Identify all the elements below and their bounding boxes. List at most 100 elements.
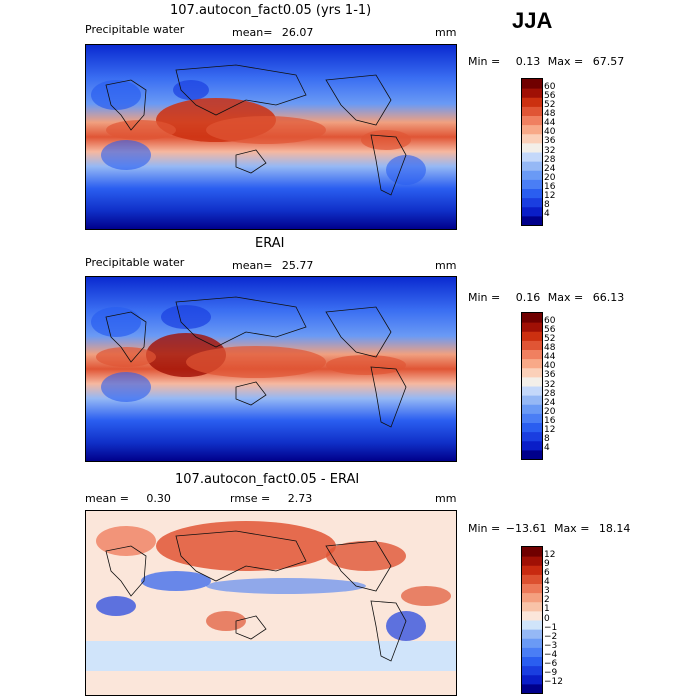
panel-3-rmse-label: rmse = xyxy=(230,492,271,505)
colorbar-tick-label: 28 xyxy=(544,154,556,165)
colorbar-tick-label: 32 xyxy=(544,145,556,156)
panel-2-max-value: 66.13 xyxy=(592,291,625,304)
colorbar-tick-label: 24 xyxy=(544,397,556,408)
colorbar-tick-label: −1 xyxy=(544,622,558,633)
panel-3-map xyxy=(85,510,457,696)
colorbar-swatch xyxy=(522,395,542,405)
colorbar-swatch xyxy=(522,620,542,630)
panel-2-colorbar xyxy=(521,312,543,460)
panel-2-map xyxy=(85,276,457,462)
colorbar-tick-label: 48 xyxy=(544,109,556,119)
panel-3-title: 107.autocon_fact0.05 - ERAI xyxy=(175,472,360,487)
colorbar-tick-label: 44 xyxy=(544,118,556,129)
colorbar-tick-label: 24 xyxy=(544,163,556,174)
colorbar-tick-label: 48 xyxy=(544,343,556,353)
panel-2-mean-label: mean= xyxy=(232,259,273,272)
colorbar-tick-label: 8 xyxy=(544,200,550,211)
colorbar-swatch xyxy=(522,601,542,612)
colorbar-swatch xyxy=(522,349,542,360)
panel-3-mean: mean = 0.30 xyxy=(85,492,171,505)
colorbar-swatch xyxy=(522,449,542,459)
panel-2-field-label: Precipitable water xyxy=(85,256,185,269)
panel-3-rmse-value: 2.73 xyxy=(287,492,313,505)
colorbar-tick-label: 36 xyxy=(544,370,556,381)
panel-1-mean-label: mean= xyxy=(232,26,273,39)
colorbar-swatch xyxy=(522,592,542,603)
panel-1-mean: mean= 26.07 xyxy=(232,26,313,39)
colorbar-swatch xyxy=(522,124,542,135)
colorbar-tick-label: 6 xyxy=(544,567,550,578)
colorbar-swatch xyxy=(522,322,542,332)
panel-2-map-svg xyxy=(86,277,456,461)
colorbar-tick-label: 4 xyxy=(544,577,550,587)
colorbar-swatch xyxy=(522,133,542,144)
colorbar-swatch xyxy=(522,647,542,657)
colorbar-tick-label: 12 xyxy=(544,549,556,560)
panel-1-max-label: Max = xyxy=(547,55,584,68)
panel-3-colorbar-swatches xyxy=(522,547,542,693)
colorbar-tick-label: 12 xyxy=(544,191,556,202)
panel-2-min-label: Min = xyxy=(468,291,501,304)
colorbar-tick-label: 52 xyxy=(544,333,556,344)
panel-1-colorbar xyxy=(521,78,543,226)
colorbar-tick-label: −3 xyxy=(544,640,558,651)
colorbar-swatch xyxy=(522,215,542,225)
colorbar-swatch xyxy=(522,683,542,693)
panel-3-min-value: −13.61 xyxy=(505,522,547,535)
colorbar-tick-label: 4 xyxy=(544,209,550,220)
colorbar-tick-label: 12 xyxy=(544,425,556,436)
colorbar-swatch xyxy=(522,106,542,116)
colorbar-swatch xyxy=(522,170,542,180)
panel-2-colorbar-swatches xyxy=(522,313,542,459)
colorbar-swatch xyxy=(522,142,542,153)
colorbar-swatch xyxy=(522,583,542,594)
colorbar-tick-label: 4 xyxy=(544,443,550,454)
colorbar-tick-label: 0 xyxy=(544,613,550,624)
colorbar-swatch xyxy=(522,674,542,685)
panel-1-minmax: Min = 0.13 Max = 67.57 xyxy=(468,55,624,68)
panel-1-colorbar-svg xyxy=(522,79,542,225)
panel-2-colorbar-svg xyxy=(522,313,542,459)
colorbar-swatch xyxy=(522,547,542,557)
colorbar-tick-label: 60 xyxy=(544,315,556,326)
colorbar-tick-label: 16 xyxy=(544,182,556,192)
panel-1-map xyxy=(85,44,457,230)
panel-1-mean-value: 26.07 xyxy=(281,26,314,39)
panel-2-title: ERAI xyxy=(255,236,285,251)
panel-3-map-svg xyxy=(86,511,456,695)
colorbar-tick-label: 40 xyxy=(544,127,556,138)
colorbar-tick-label: −9 xyxy=(544,668,558,679)
colorbar-tick-label: 44 xyxy=(544,352,556,363)
panel-3-mean-value: 0.30 xyxy=(146,492,171,505)
colorbar-swatch xyxy=(522,115,542,126)
colorbar-swatch xyxy=(522,97,542,107)
panel-2-units: mm xyxy=(435,259,457,272)
colorbar-tick-label: 2 xyxy=(544,595,550,606)
colorbar-swatch xyxy=(522,638,542,648)
panel-1-min-label: Min = xyxy=(468,55,501,68)
colorbar-swatch xyxy=(522,197,542,208)
panel-2-mean: mean= 25.77 xyxy=(232,259,313,272)
colorbar-swatch xyxy=(522,440,542,451)
colorbar-swatch xyxy=(522,188,542,199)
colorbar-swatch xyxy=(522,152,542,162)
colorbar-swatch xyxy=(522,340,542,350)
colorbar-tick-label: 36 xyxy=(544,136,556,147)
panel-3-rmse: rmse = 2.73 xyxy=(230,492,312,505)
panel-1-min-value: 0.13 xyxy=(515,55,541,68)
panel-3-minmax: Min = −13.61 Max = 18.14 xyxy=(468,522,630,535)
colorbar-swatch xyxy=(522,556,542,566)
colorbar-swatch xyxy=(522,206,542,217)
panel-3-max-label: Max = xyxy=(553,522,590,535)
colorbar-swatch xyxy=(522,656,542,667)
colorbar-swatch xyxy=(522,79,542,89)
colorbar-tick-label: 56 xyxy=(544,324,556,335)
colorbar-tick-label: 20 xyxy=(544,406,556,417)
panel-2-max-label: Max = xyxy=(547,291,584,304)
colorbar-tick-label: 40 xyxy=(544,361,556,372)
panel-3-min-label: Min = xyxy=(468,522,501,535)
panel-2-minmax: Min = 0.16 Max = 66.13 xyxy=(468,291,624,304)
season-label: JJA xyxy=(512,8,553,33)
panel-1-map-svg xyxy=(86,45,456,229)
colorbar-tick-label: 60 xyxy=(544,81,556,92)
